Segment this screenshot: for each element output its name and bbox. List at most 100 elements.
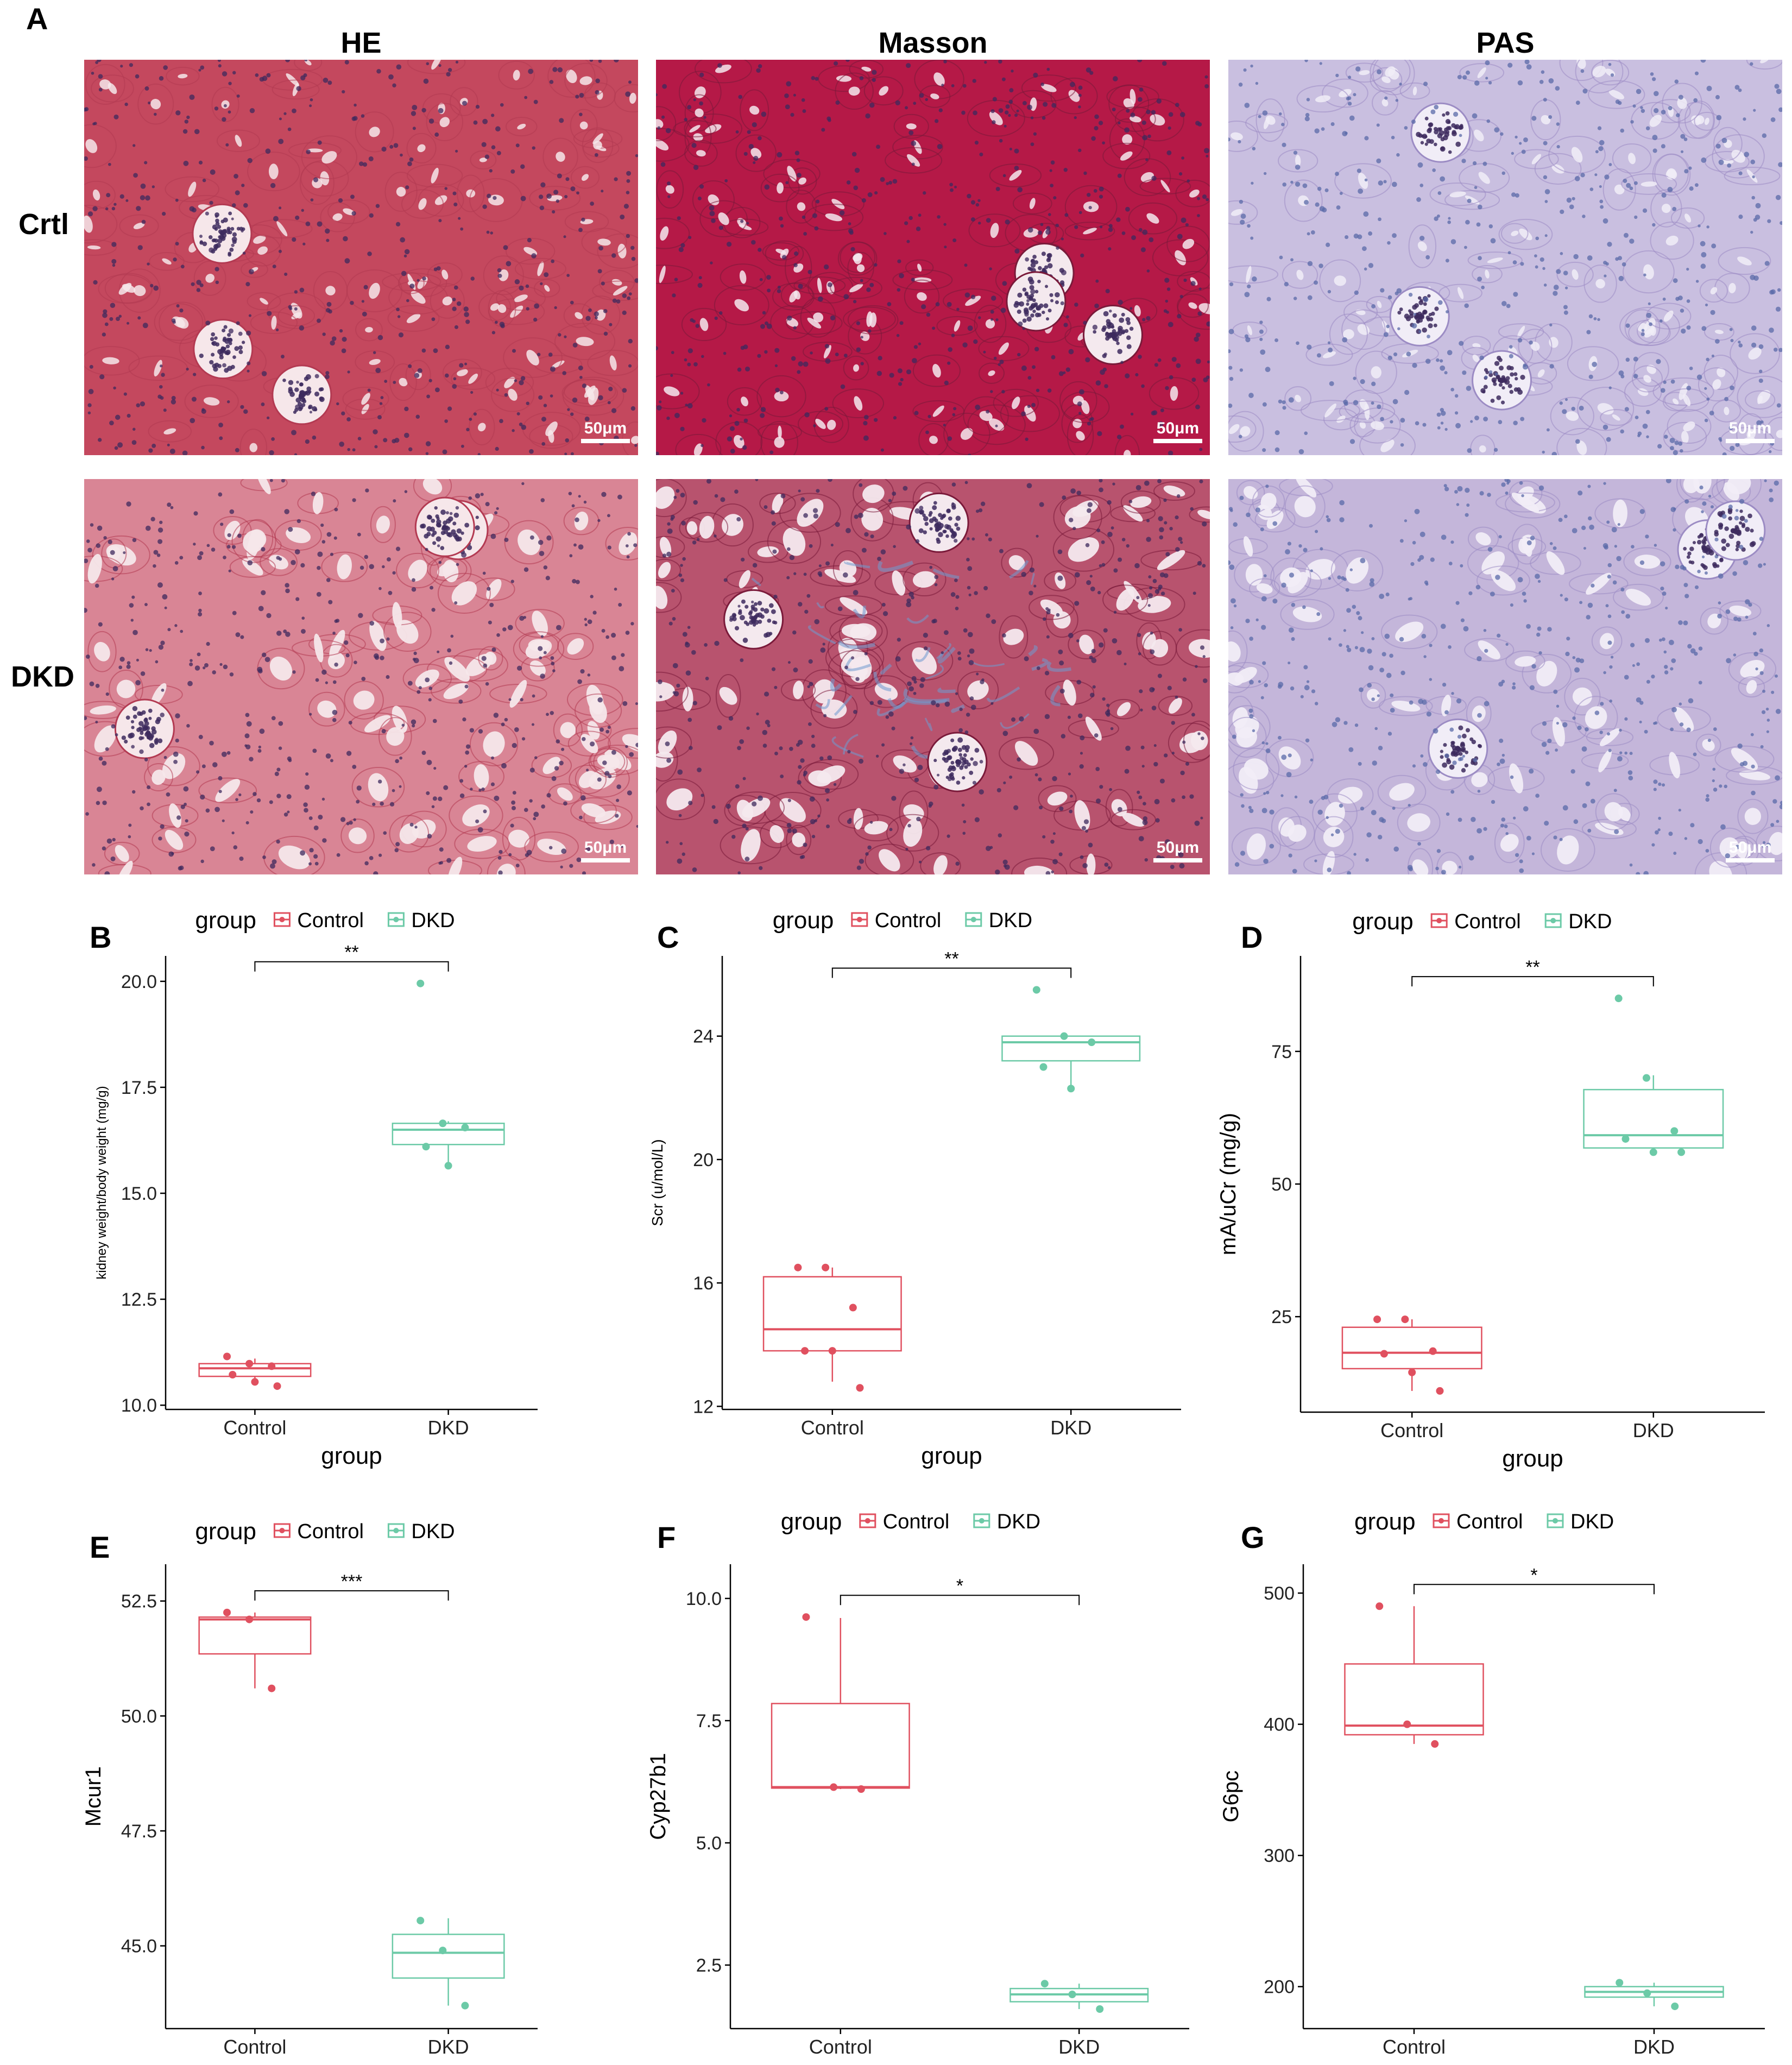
data-point: [1614, 994, 1623, 1003]
data-point: [444, 1162, 452, 1170]
data-point: [1677, 1148, 1686, 1156]
data-point: [1380, 1350, 1388, 1358]
significance-bracket: [831, 967, 1072, 978]
data-point: [461, 2001, 469, 2010]
scale-bar-masson-crtl: 50μm: [1153, 419, 1202, 443]
box-dkd: [392, 1122, 505, 1145]
significance-bracket: [1411, 976, 1654, 987]
row-label-crtl: Crtl: [18, 208, 69, 241]
scale-bar-masson-dkd: 50μm: [1153, 839, 1202, 862]
significance-label: ***: [341, 1571, 363, 1592]
data-point: [251, 1378, 259, 1386]
panel-letter: G: [1241, 1520, 1265, 1554]
panel-letter: B: [90, 920, 111, 954]
legend-entry-dkd: DKD: [1568, 910, 1612, 933]
box-control: [1344, 1663, 1484, 1736]
significance-label: **: [344, 942, 358, 963]
y-tick-label: 17.5: [121, 1078, 157, 1098]
data-point: [1096, 2005, 1104, 2013]
x-tick-label: DKD: [428, 1416, 469, 1439]
legend-title: group: [781, 1508, 842, 1535]
y-axis-title: Cyp27b1: [646, 1753, 670, 1840]
y-tick-label: 300: [1264, 1846, 1295, 1866]
box-control: [771, 1703, 910, 1789]
x-axis-title: group: [921, 1443, 982, 1469]
data-point: [822, 1263, 830, 1271]
x-axis-title: group: [321, 1443, 382, 1469]
y-tick-label: 12.5: [121, 1289, 157, 1310]
data-point: [1060, 1032, 1068, 1040]
legend-entry-control: Control: [883, 1510, 950, 1533]
x-tick-label: Control: [223, 2036, 286, 2058]
y-tick-label: 500: [1264, 1583, 1295, 1604]
y-tick-label: 24: [693, 1027, 714, 1047]
scale-bar-label: 50μm: [584, 419, 627, 437]
scale-bar-he-dkd: 50μm: [581, 839, 630, 862]
y-tick-label: 10.0: [686, 1589, 722, 1609]
legend-key-dot: [1436, 918, 1442, 923]
box-control: [1341, 1326, 1482, 1370]
data-point: [268, 1684, 276, 1692]
panel-letter: F: [657, 1520, 676, 1554]
scale-bar-label: 50μm: [1728, 419, 1772, 437]
legend-key-dot: [279, 1528, 285, 1533]
data-point: [1642, 1074, 1650, 1082]
data-point: [417, 979, 425, 987]
column-label-he: HE: [340, 27, 382, 59]
data-point: [1670, 1127, 1679, 1135]
legend-entry-dkd: DKD: [989, 909, 1032, 932]
scale-bar-pas-dkd: 50μm: [1726, 839, 1775, 862]
scale-bar-label: 50μm: [584, 839, 627, 857]
y-tick-label: 50: [1271, 1174, 1292, 1195]
data-point: [856, 1384, 864, 1392]
micrograph-masson-dkd: [656, 479, 1210, 874]
x-axis-title: group: [321, 2062, 382, 2065]
significance-label: *: [1530, 1565, 1537, 1585]
x-tick-label: DKD: [1633, 2036, 1675, 2058]
data-point: [1032, 986, 1040, 994]
panel-letter: C: [657, 920, 679, 954]
significance-label: **: [944, 948, 958, 969]
y-tick-label: 12: [693, 1396, 714, 1417]
legend-key-dot: [1553, 1518, 1558, 1523]
data-point: [1403, 1720, 1411, 1728]
legend-key-dot: [279, 917, 285, 922]
micrograph-he-crtl: [84, 60, 638, 455]
data-point: [1643, 1989, 1651, 1997]
legend-entry-dkd: DKD: [997, 1510, 1040, 1533]
legend-key-dot: [856, 917, 862, 922]
data-point: [273, 1382, 281, 1390]
x-tick-label: Control: [801, 1416, 864, 1439]
micrograph-masson-crtl: [656, 60, 1210, 455]
y-tick-label: 20: [693, 1150, 714, 1170]
legend-key-dot: [970, 917, 976, 922]
y-axis-title: G6pc: [1219, 1771, 1243, 1823]
legend-key-dot: [1550, 918, 1556, 923]
data-point: [1649, 1148, 1657, 1156]
x-tick-label: DKD: [1050, 1416, 1091, 1439]
data-point: [1616, 1979, 1624, 1987]
micrograph-pas-dkd: [1228, 479, 1782, 874]
legend-key-dot: [1438, 1518, 1444, 1523]
data-point: [830, 1783, 838, 1791]
significance-bracket: [1414, 1584, 1655, 1595]
data-point: [1401, 1315, 1409, 1324]
box-control: [198, 1616, 312, 1655]
box-control: [198, 1363, 312, 1377]
significance-label: *: [956, 1576, 963, 1596]
y-tick-label: 2.5: [696, 1955, 722, 1976]
legend-entry-control: Control: [1456, 1510, 1523, 1533]
scale-bar-label: 50μm: [1728, 839, 1772, 857]
legend-title: group: [195, 1518, 256, 1545]
x-tick-label: DKD: [1633, 1419, 1674, 1441]
legend-title: group: [195, 907, 256, 934]
y-axis-title: kidney weight/body weight (mg/g): [94, 1086, 109, 1279]
y-tick-label: 20.0: [121, 972, 157, 992]
significance-label: **: [1525, 957, 1539, 978]
significance-bracket: [254, 961, 449, 972]
scale-bar-he-crtl: 50μm: [581, 419, 630, 443]
panel-a-letter: A: [26, 2, 48, 36]
x-tick-label: DKD: [1058, 2036, 1100, 2058]
significance-bracket: [254, 1590, 449, 1601]
